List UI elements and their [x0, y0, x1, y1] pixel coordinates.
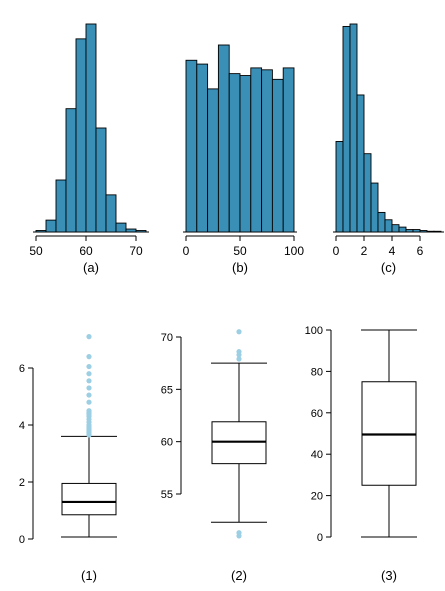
- histogram-bar: [185, 59, 198, 233]
- histogram-bar: [363, 153, 372, 233]
- outlier-point: [86, 371, 92, 377]
- histogram-bar: [239, 75, 252, 233]
- y-tick-label: 60: [161, 437, 173, 449]
- y-tick-label: 60: [311, 408, 323, 420]
- y-tick-label: 65: [161, 384, 173, 396]
- y-tick-label: 0: [19, 534, 25, 546]
- outlier-point: [236, 530, 242, 536]
- histogram-a: 50 60 70 (a): [29, 23, 149, 275]
- histogram-bar: [342, 25, 351, 233]
- histogram-b: 0 50 100 (b): [183, 44, 304, 275]
- x-tick-label: 0: [183, 244, 190, 258]
- x-tick-label: 50: [29, 244, 43, 258]
- y-tick-label: 0: [317, 532, 323, 544]
- panel-label: (2): [231, 568, 247, 583]
- histogram-bar: [65, 108, 77, 233]
- x-tick-label: 0: [333, 244, 340, 258]
- outlier-point: [86, 354, 92, 360]
- histogram-bar: [217, 44, 230, 233]
- histogram-bar: [35, 230, 47, 233]
- histogram-bar: [135, 230, 147, 233]
- histogram-bar: [125, 228, 137, 233]
- y-tick-label: 4: [19, 420, 25, 432]
- y-tick-label: 80: [311, 366, 323, 378]
- histogram-bar: [85, 23, 97, 233]
- histogram-bar: [391, 224, 400, 233]
- histogram-bar: [398, 226, 407, 233]
- outlier-point: [86, 399, 92, 405]
- y-tick-label: 20: [311, 491, 323, 503]
- histogram-bar: [370, 182, 379, 233]
- outlier-point: [236, 329, 242, 335]
- y-tick-label: 2: [19, 477, 25, 489]
- boxplot-1: 0 2 4 6 (1): [19, 334, 117, 583]
- histogram-bar: [349, 23, 358, 233]
- x-tick-label: 4: [389, 244, 396, 258]
- y-tick-label: 55: [161, 489, 173, 501]
- panel-label: (3): [381, 568, 397, 583]
- histogram-bar: [115, 222, 127, 233]
- y-tick-label: 6: [19, 363, 25, 375]
- histogram-bar: [426, 230, 435, 233]
- x-tick-label: 2: [361, 244, 368, 258]
- outlier-point: [86, 378, 92, 384]
- histogram-bar: [250, 67, 263, 233]
- histogram-bar: [261, 69, 273, 233]
- outlier-point: [86, 363, 92, 370]
- histogram-bar: [196, 63, 209, 233]
- histogram-bar: [55, 179, 67, 233]
- boxplot-2: 55 60 65 70 (2): [161, 329, 267, 583]
- histogram-c: 0 2 4 6 (c): [333, 23, 444, 275]
- histogram-bar: [412, 229, 421, 233]
- outlier-point: [86, 334, 92, 340]
- histogram-bar: [228, 73, 241, 233]
- panel-label: (a): [83, 260, 99, 275]
- histogram-bar: [45, 219, 57, 233]
- histogram-bar: [207, 88, 219, 233]
- iqr-box: [61, 482, 117, 516]
- x-tick-label: 100: [284, 244, 304, 258]
- histogram-bar: [405, 229, 414, 233]
- x-tick-label: 6: [417, 244, 424, 258]
- histogram-bar: [377, 211, 386, 233]
- outlier-point: [236, 356, 242, 362]
- histogram-bar: [105, 194, 117, 233]
- panel-label: (c): [381, 260, 396, 275]
- x-tick-label: 70: [129, 244, 143, 258]
- outlier-point: [86, 385, 92, 391]
- x-tick-label: 50: [233, 244, 247, 258]
- histogram-bar: [335, 141, 344, 233]
- histogram-bar: [433, 230, 442, 233]
- histogram-bar: [75, 38, 87, 233]
- outlier-point: [236, 349, 242, 355]
- histogram-bar: [95, 127, 107, 233]
- histogram-bar: [271, 78, 284, 233]
- x-tick-label: 60: [79, 244, 93, 258]
- histogram-bar: [356, 94, 365, 233]
- panel-label: (b): [232, 260, 248, 275]
- histogram-bar: [384, 219, 393, 233]
- boxplot-3: 0 20 40 60 80 100 (3): [305, 325, 417, 583]
- y-tick-label: 40: [311, 449, 323, 461]
- y-tick-label: 70: [161, 332, 173, 344]
- histogram-bar: [282, 67, 295, 233]
- panel-label: (1): [81, 568, 97, 583]
- outlier-point: [86, 392, 92, 398]
- outlier-point: [86, 408, 92, 414]
- histogram-bar: [419, 230, 428, 233]
- y-tick-label: 100: [305, 325, 323, 337]
